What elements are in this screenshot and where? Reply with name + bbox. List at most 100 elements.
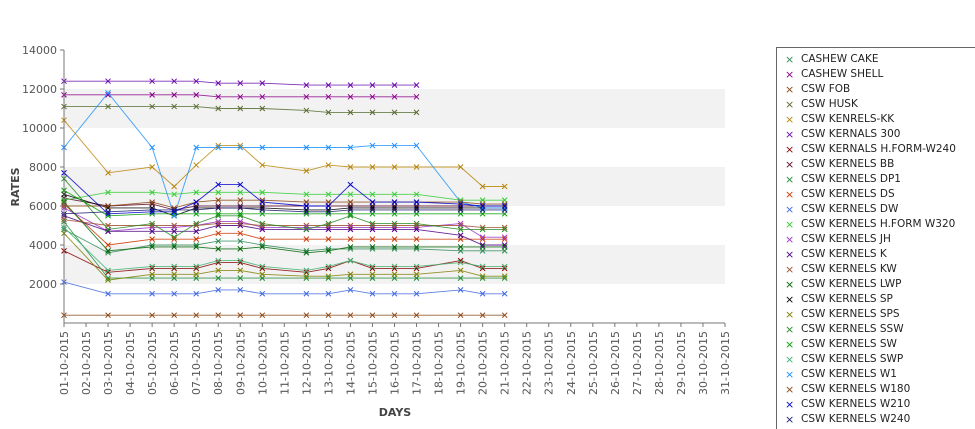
data-point-csw-kernals-h-form-w240 bbox=[237, 259, 244, 266]
data-point-csw-kernals-h-form-w240 bbox=[325, 265, 332, 272]
data-point-cashew-shell bbox=[105, 91, 111, 98]
data-point-csw-kernels-dw bbox=[259, 290, 266, 297]
legend-item: × CSW KERNELS W240 bbox=[777, 412, 975, 427]
data-point-csw-kernels-w1 bbox=[413, 142, 420, 149]
data-point-csw-kernels-ds bbox=[237, 230, 244, 237]
data-point-csw-husk bbox=[105, 103, 111, 110]
x-marker-icon: × bbox=[785, 83, 795, 96]
data-point-cashew-cake bbox=[215, 238, 222, 244]
data-point-csw-kernels-lwp bbox=[105, 247, 111, 254]
data-point-cashew-cake bbox=[149, 242, 155, 248]
y-tick-label: 8000 bbox=[29, 161, 57, 174]
legend-item: × CSW KERNELS SSW bbox=[777, 322, 975, 337]
data-point-csw-kernels-w240 bbox=[171, 207, 178, 213]
data-point-csw-kernels-dp1 bbox=[457, 275, 464, 282]
data-point-csw-kernals-300 bbox=[171, 78, 178, 85]
data-point-csw-kernels-dw bbox=[149, 290, 155, 297]
data-point-csw-kernels-k bbox=[237, 222, 244, 229]
data-point-csw-kenrels-kk bbox=[501, 183, 508, 190]
legend-item: × CSW KERNALS H.FORM-W240 bbox=[777, 142, 975, 157]
data-point-csw-kernels-w210 bbox=[391, 199, 398, 205]
data-point-csw-kernels-dw bbox=[413, 290, 420, 297]
data-point-csw-kernals-300 bbox=[149, 78, 155, 85]
data-point-csw-kernels-sw bbox=[237, 210, 244, 217]
data-point-csw-kernels-lwp bbox=[237, 246, 244, 252]
legend-label: CSW KERNELS W1 bbox=[801, 368, 897, 380]
data-point-csw-kernels-h-form-w320 bbox=[105, 189, 111, 196]
x-tick-label: 25-10-2015 bbox=[587, 331, 600, 395]
data-point-csw-kernels-kw bbox=[347, 222, 354, 229]
legend-label: CSW KERNELS SWP bbox=[801, 353, 904, 365]
y-axis-title: RATES bbox=[9, 167, 22, 206]
data-point-csw-husk bbox=[325, 109, 332, 116]
x-marker-icon: × bbox=[785, 188, 795, 201]
data-point-csw-kernels-h-form-w320 bbox=[171, 191, 178, 198]
data-point-csw-kernels-kw bbox=[215, 220, 222, 227]
data-point-csw-kernels-sw bbox=[325, 210, 332, 217]
y-tick-label: 12000 bbox=[22, 83, 57, 96]
data-point-csw-kernels-w180 bbox=[347, 199, 354, 205]
x-marker-icon: × bbox=[785, 353, 795, 366]
data-point-csw-kernals-300 bbox=[369, 82, 376, 88]
legend-item: × CSW KERNELS K bbox=[777, 247, 975, 262]
data-point-csw-kernels-sp bbox=[391, 205, 398, 211]
data-point-csw-fob bbox=[501, 312, 508, 319]
data-point-csw-kernels-k bbox=[105, 228, 111, 235]
data-point-csw-kernals-300 bbox=[347, 82, 354, 88]
data-point-csw-kernels-swp bbox=[215, 257, 222, 264]
data-point-csw-kernals-h-form-w240 bbox=[149, 265, 155, 272]
data-point-csw-kernels-sps bbox=[215, 267, 222, 274]
data-point-csw-kernels-sw bbox=[215, 210, 222, 217]
data-point-cashew-shell bbox=[259, 93, 266, 100]
data-point-csw-kernels-w210 bbox=[347, 181, 354, 188]
x-tick-label: 26-10-2015 bbox=[609, 331, 622, 395]
data-point-csw-kernels-w240 bbox=[479, 207, 486, 213]
data-point-csw-husk bbox=[237, 105, 244, 112]
x-marker-icon: × bbox=[785, 68, 795, 81]
data-point-cashew-cake bbox=[325, 246, 332, 252]
data-point-csw-husk bbox=[215, 105, 222, 112]
data-point-csw-kernels-dw bbox=[325, 290, 332, 297]
data-point-csw-kernels-dw bbox=[105, 290, 111, 297]
data-point-csw-kernels-sps bbox=[347, 271, 354, 278]
data-point-cashew-cake bbox=[369, 246, 376, 252]
data-point-csw-husk bbox=[259, 105, 266, 112]
y-tick-label: 6000 bbox=[29, 200, 57, 213]
data-point-csw-kenrels-kk bbox=[259, 162, 266, 168]
data-point-csw-kernels-ssw bbox=[171, 234, 178, 241]
data-point-csw-kernels-w210 bbox=[303, 203, 310, 209]
data-point-csw-fob bbox=[457, 312, 464, 319]
data-point-csw-kernels-dw bbox=[391, 290, 398, 297]
data-point-csw-kernals-h-form-w240 bbox=[105, 269, 111, 276]
data-point-cashew-shell bbox=[325, 93, 332, 100]
data-point-csw-kernels-w210 bbox=[105, 210, 111, 217]
legend-item: × CSW KERNELS SPS bbox=[777, 307, 975, 322]
data-point-csw-kernels-k bbox=[193, 228, 200, 235]
legend-label: CSW HUSK bbox=[801, 98, 858, 110]
x-marker-icon: × bbox=[785, 98, 795, 111]
data-point-cashew-cake bbox=[413, 246, 420, 252]
legend-label: CSW KERNELS W180 bbox=[801, 383, 911, 395]
data-point-csw-kenrels-kk bbox=[171, 183, 178, 190]
data-point-csw-kernels-swp bbox=[193, 263, 200, 270]
data-point-csw-kernels-sps bbox=[457, 267, 464, 274]
x-tick-label: 28-10-2015 bbox=[653, 331, 666, 395]
data-point-csw-kernals-300 bbox=[303, 82, 310, 88]
data-point-csw-kenrels-kk bbox=[149, 164, 155, 170]
legend-label: CSW KERNELS DW bbox=[801, 203, 899, 215]
data-point-csw-kernals-300 bbox=[391, 82, 398, 88]
x-marker-icon: × bbox=[785, 293, 795, 306]
data-point-csw-kernels-w180 bbox=[457, 199, 464, 205]
x-tick-label: 31-10-2015 bbox=[719, 331, 732, 395]
data-point-csw-kernels-w240 bbox=[259, 207, 266, 213]
x-tick-label: 07-10-2015 bbox=[190, 331, 203, 395]
data-point-csw-kernels-h-form-w320 bbox=[325, 191, 332, 198]
data-point-csw-kernels-k bbox=[501, 242, 508, 248]
data-point-csw-kernels-swp bbox=[303, 267, 310, 274]
data-point-csw-kernels-kw bbox=[325, 222, 332, 229]
data-point-csw-kernels-kw bbox=[149, 222, 155, 229]
data-point-csw-kernals-300 bbox=[215, 80, 222, 87]
x-tick-label: 18-10-2015 bbox=[433, 331, 446, 395]
data-point-csw-kernels-w210 bbox=[325, 203, 332, 209]
x-marker-icon: × bbox=[785, 338, 795, 351]
